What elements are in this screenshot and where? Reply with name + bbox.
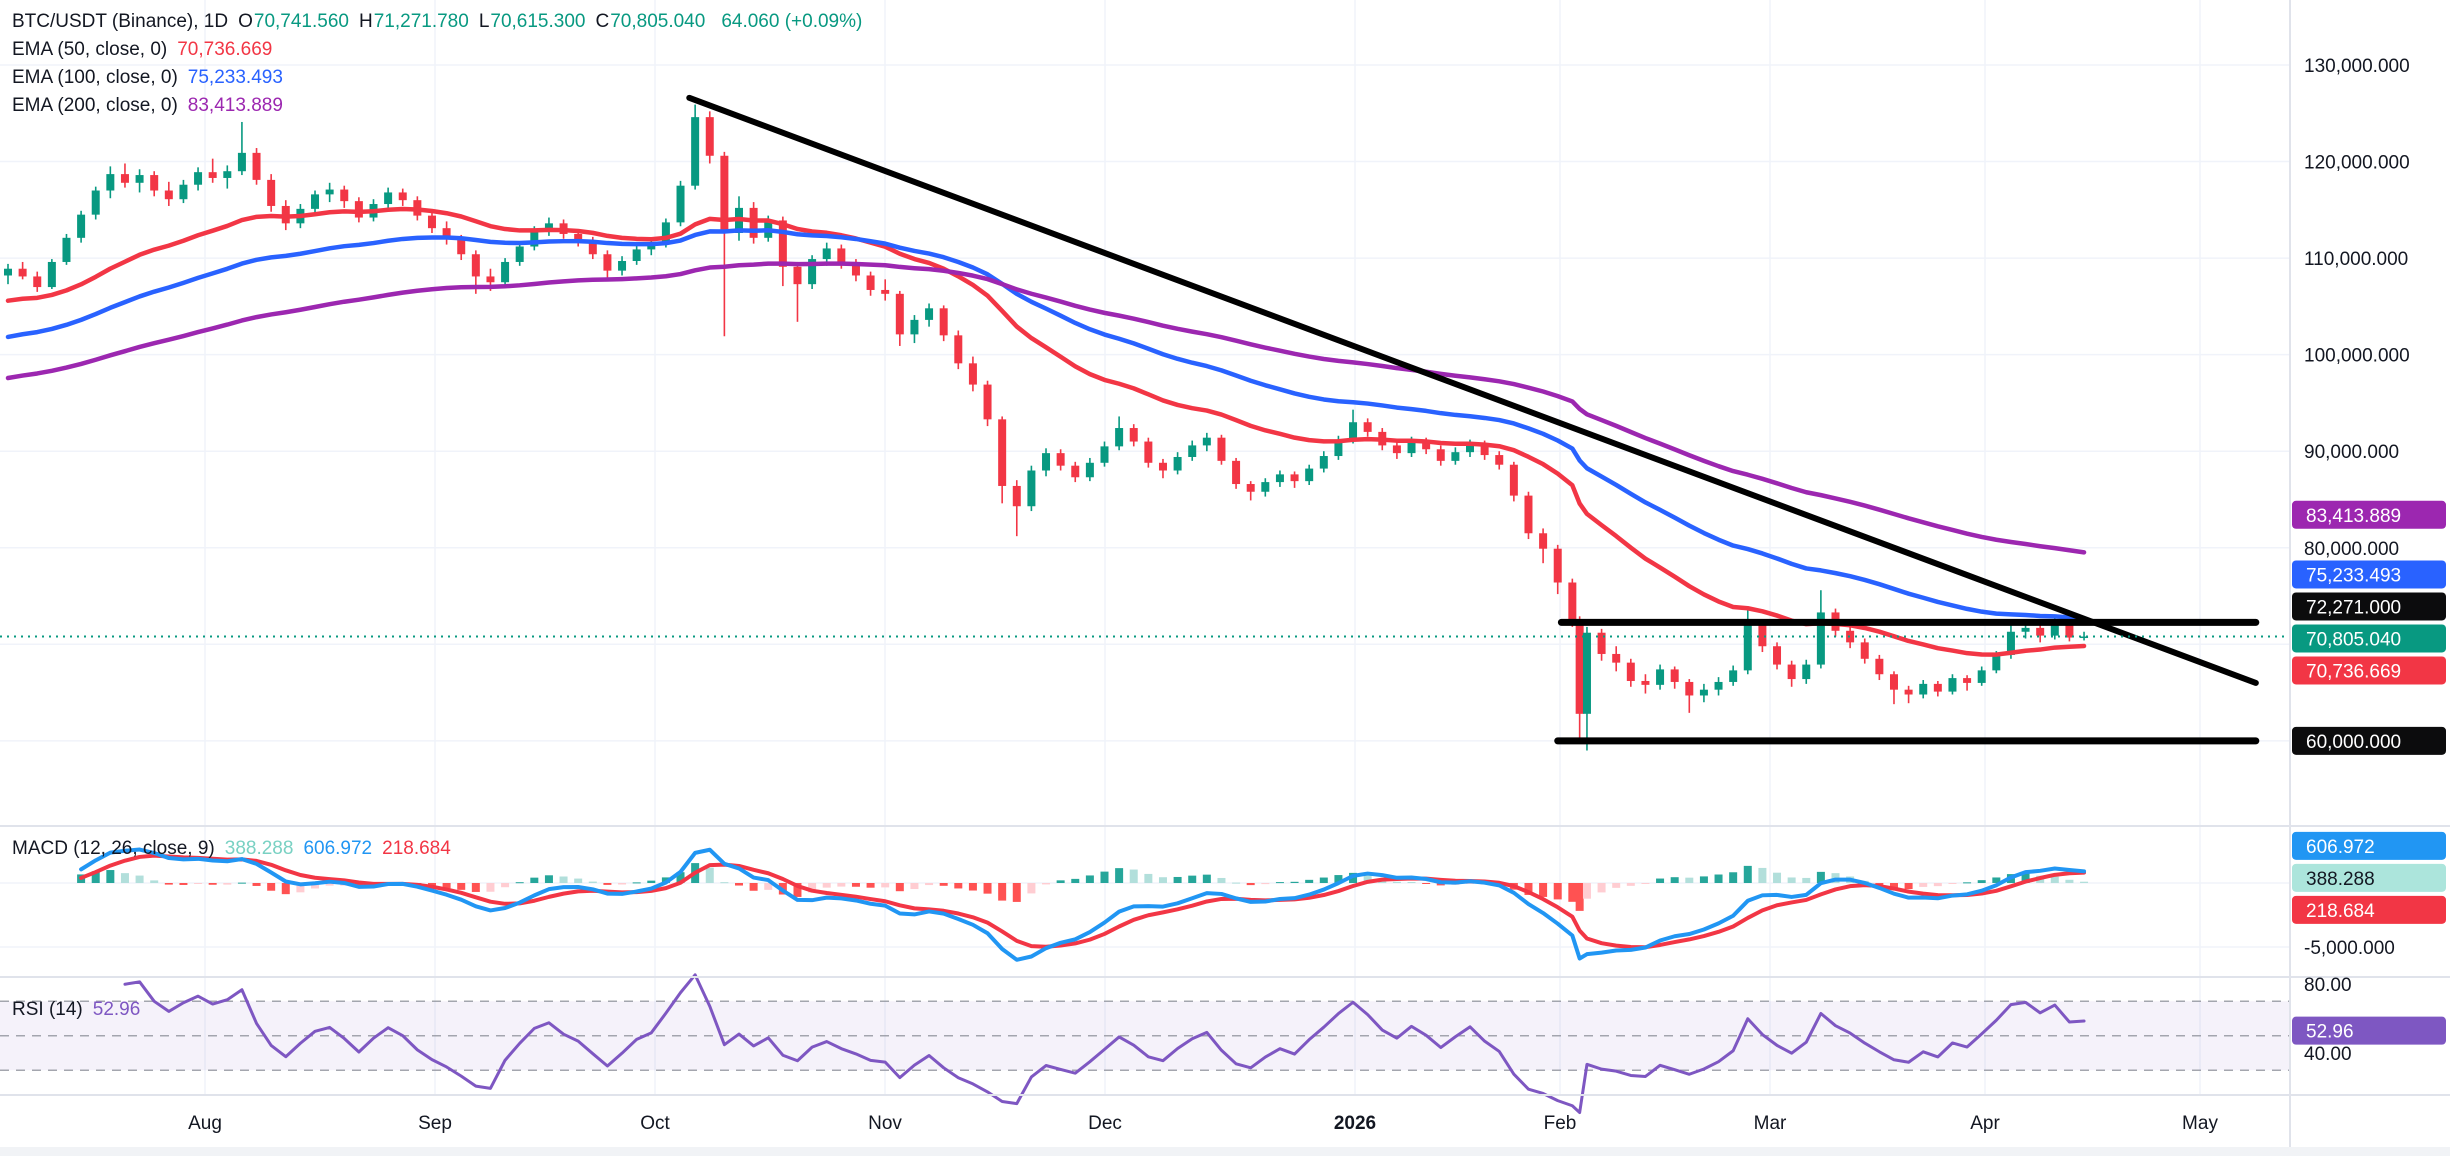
svg-text:60,000.000: 60,000.000 — [2306, 732, 2401, 753]
svg-text:218.684: 218.684 — [2306, 901, 2375, 922]
axis-badge-75,233.493: 75,233.493 — [2292, 560, 2446, 589]
price-axis[interactable]: 130,000.000 120,000.000 110,000.000 100,000… — [2304, 56, 2410, 1065]
axis-badge-388.288: 388.288 — [2292, 863, 2446, 892]
axis-badge-83,413.889: 83,413.889 — [2292, 500, 2446, 529]
rsi-band — [0, 1000, 2290, 1071]
axis-label-40.00: 40.00 — [2304, 1044, 2352, 1065]
time-label-2026: 2026 — [1334, 1113, 1376, 1134]
ema200-label: EMA (200, close, 0) — [12, 95, 178, 116]
candles — [4, 104, 2089, 751]
macd-lines — [79, 847, 2087, 962]
high-value: 71,271.780 — [373, 11, 469, 32]
rsi-line — [123, 973, 2086, 1115]
time-axis[interactable]: Aug Sep Oct Nov Dec 2026 Feb Mar Apr May — [188, 1113, 2218, 1134]
axis-badge-606.972: 606.972 — [2292, 831, 2446, 860]
axis-label-130,000.000: 130,000.000 — [2304, 56, 2410, 77]
axis-badge-72,271.000: 72,271.000 — [2292, 592, 2446, 621]
ema200-line — [5, 261, 2087, 555]
macd-legend-row[interactable]: MACD (12, 26, close, 9) 388.288 606.972 … — [12, 838, 451, 860]
time-label-Nov: Nov — [868, 1113, 902, 1134]
descending-trendline[interactable] — [686, 94, 2259, 686]
time-label-Dec: Dec — [1088, 1113, 1122, 1134]
time-label-Feb: Feb — [1544, 1113, 1577, 1134]
time-label-Apr: Apr — [1970, 1113, 2000, 1134]
ema100-legend-row[interactable]: EMA (100, close, 0) 75,233.493 — [12, 67, 283, 89]
ema100-line — [5, 228, 2087, 621]
ema200-value: 83,413.889 — [187, 95, 283, 116]
svg-text:75,233.493: 75,233.493 — [2306, 565, 2401, 586]
open-value: 70,741.560 — [253, 11, 349, 32]
low-value-group: L 70,615.300 — [478, 11, 586, 32]
low-value: 70,615.300 — [490, 11, 586, 32]
axis-label-80.00: 80.00 — [2304, 975, 2352, 996]
macd-hist-value: 388.288 — [224, 838, 294, 859]
ema100-label: EMA (100, close, 0) — [12, 67, 178, 88]
ema50-legend-row[interactable]: EMA (50, close, 0) 70,736.669 — [12, 39, 272, 61]
rsi-value: 52.96 — [92, 999, 141, 1020]
ema200-legend-row[interactable]: EMA (200, close, 0) 83,413.889 — [12, 95, 283, 117]
rsi-label: RSI (14) — [12, 999, 83, 1020]
macd-label: MACD (12, 26, close, 9) — [12, 838, 215, 859]
ema50-line — [5, 206, 2087, 657]
drawings[interactable] — [0, 94, 2290, 745]
svg-text:72,271.000: 72,271.000 — [2306, 597, 2401, 618]
axis-badge-70,805.040: 70,805.040 — [2292, 624, 2446, 653]
symbol-title: BTC/USDT (Binance), 1D — [12, 11, 229, 32]
time-label-Oct: Oct — [640, 1113, 670, 1134]
macd-line-value: 606.972 — [303, 838, 373, 859]
time-label-Aug: Aug — [188, 1113, 222, 1134]
time-label-May: May — [2182, 1113, 2218, 1134]
svg-text:70,736.669: 70,736.669 — [2306, 661, 2401, 682]
axis-label-120,000.000: 120,000.000 — [2304, 153, 2410, 174]
svg-text:388.288: 388.288 — [2306, 869, 2375, 890]
svg-text:83,413.889: 83,413.889 — [2306, 506, 2401, 527]
high-value-group: H 71,271.780 — [358, 11, 469, 32]
axis-label--5,000.000: -5,000.000 — [2304, 938, 2395, 959]
svg-text:70,805.040: 70,805.040 — [2306, 629, 2401, 650]
axis-label-110,000.000: 110,000.000 — [2304, 249, 2408, 270]
rsi-legend-row[interactable]: RSI (14) 52.96 — [12, 999, 140, 1021]
svg-text:52.96: 52.96 — [2306, 1022, 2354, 1043]
axis-badge-70,736.669: 70,736.669 — [2292, 656, 2446, 685]
macd-signal-value: 218.684 — [382, 838, 451, 859]
change-value: 64.060 (+0.09%) — [721, 11, 863, 32]
axis-label-90,000.000: 90,000.000 — [2304, 442, 2399, 463]
axis-badge-52.96: 52.96 — [2292, 1016, 2446, 1045]
ema100-value: 75,233.493 — [187, 67, 283, 88]
axis-label-80,000.000: 80,000.000 — [2304, 539, 2399, 560]
ema50-value: 70,736.669 — [177, 39, 273, 60]
axis-badge-60,000.000: 60,000.000 — [2292, 726, 2446, 755]
close-value: 70,805.040 — [610, 11, 706, 32]
time-label-Mar: Mar — [1754, 1113, 1787, 1134]
svg-text:606.972: 606.972 — [2306, 837, 2375, 858]
axis-label-100,000.000: 100,000.000 — [2304, 346, 2410, 367]
open-value-group: O 70,741.560 — [238, 11, 349, 32]
close-value-group: C 70,805.040 — [595, 11, 706, 32]
symbol-legend-row[interactable]: BTC/USDT (Binance), 1D O 70,741.560 H 71,2… — [12, 11, 862, 33]
time-label-Sep: Sep — [418, 1113, 452, 1134]
axis-badge-218.684: 218.684 — [2292, 895, 2446, 924]
ema50-label: EMA (50, close, 0) — [12, 39, 168, 60]
